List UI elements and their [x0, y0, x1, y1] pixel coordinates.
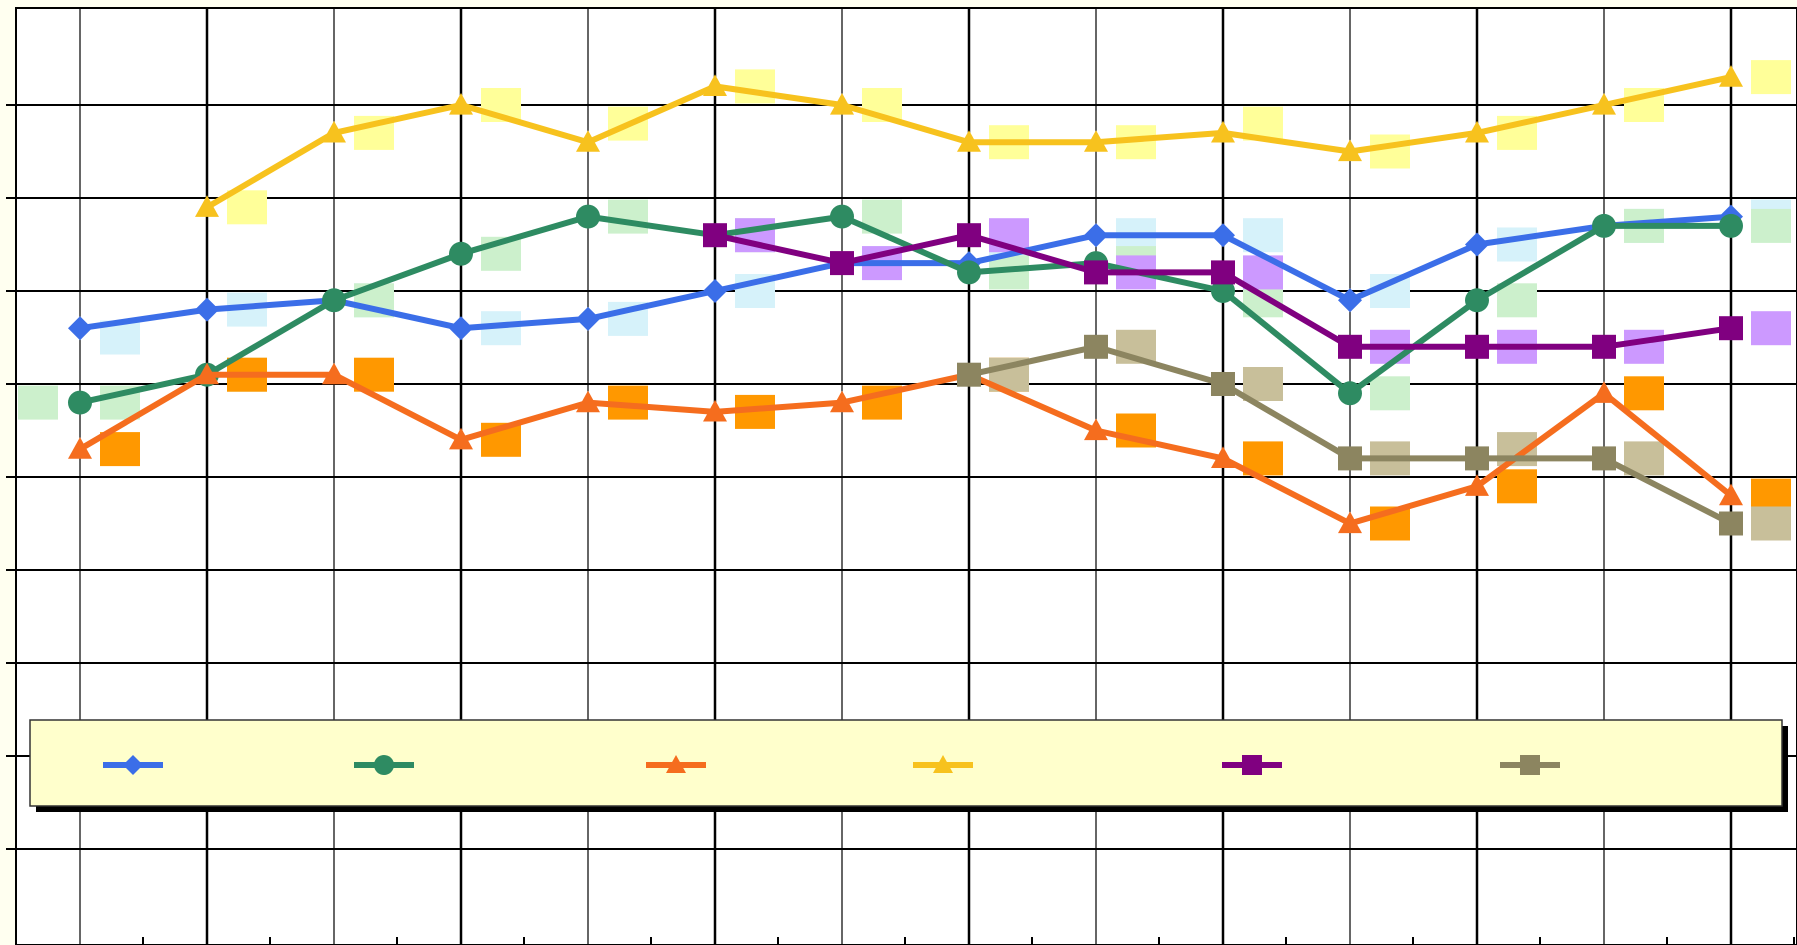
- data-point: [1084, 418, 1108, 441]
- data-point: [703, 223, 727, 248]
- data-point: [957, 362, 981, 387]
- data-point: [68, 390, 92, 415]
- data-point: [1465, 120, 1489, 143]
- data-point: [957, 223, 981, 248]
- data-point: [830, 93, 854, 115]
- echo-marker: [735, 69, 775, 104]
- data-point: [1338, 288, 1362, 313]
- data-point: [1338, 511, 1362, 534]
- data-point: [322, 288, 346, 313]
- data-point: [703, 74, 727, 96]
- data-point: [1719, 213, 1743, 238]
- data-point: [1211, 372, 1235, 396]
- data-point: [576, 306, 600, 331]
- data-point: [1719, 483, 1743, 506]
- data-point: [1338, 334, 1362, 359]
- echo-marker: [1751, 311, 1791, 346]
- data-point: [1465, 334, 1489, 359]
- echo-marker: [1497, 227, 1537, 262]
- data-point: [322, 362, 346, 385]
- echo-marker: [608, 199, 648, 234]
- data-point: [195, 195, 219, 217]
- echo-marker: [1751, 60, 1791, 95]
- legend-swatch-marker: [666, 755, 686, 773]
- data-point: [830, 251, 854, 276]
- legend-swatch-marker: [123, 755, 143, 775]
- data-point: [957, 260, 981, 285]
- data-point: [830, 204, 854, 229]
- data-point: [1592, 213, 1616, 238]
- data-point: [576, 130, 600, 152]
- series-line: [78, 371, 1733, 527]
- data-point: [1719, 65, 1743, 87]
- data-point: [1211, 120, 1235, 143]
- data-point: [830, 390, 854, 413]
- data-point: [449, 427, 473, 450]
- data-point: [1592, 381, 1616, 403]
- data-point: [1211, 260, 1235, 285]
- data-point: [957, 130, 981, 152]
- data-point: [1084, 130, 1108, 152]
- data-point: [1211, 223, 1235, 248]
- echo-marker: [1370, 134, 1410, 169]
- data-point: [1592, 334, 1616, 359]
- data-point: [1338, 381, 1362, 406]
- data-point: [449, 93, 473, 115]
- data-point: [68, 316, 92, 341]
- legend-box: [29, 719, 1783, 807]
- data-point: [1211, 279, 1235, 303]
- data-point: [703, 399, 727, 422]
- data-point: [1084, 260, 1108, 285]
- echo-marker: [1624, 376, 1664, 411]
- data-point: [1084, 223, 1108, 248]
- data-point: [1719, 511, 1743, 536]
- legend-swatch-marker: [1242, 755, 1262, 775]
- series-layer: [68, 65, 1743, 536]
- series-line: [79, 213, 1731, 406]
- echo-marker: [100, 432, 140, 467]
- echo-marker: [1243, 367, 1283, 401]
- data-point: [68, 437, 92, 459]
- data-point: [1592, 93, 1616, 115]
- echo-marker: [227, 190, 267, 225]
- echo-marker: [1497, 469, 1537, 504]
- data-point: [1719, 316, 1743, 341]
- data-point: [576, 390, 600, 413]
- series-line: [79, 213, 1732, 332]
- data-point: [449, 241, 473, 266]
- data-point: [1084, 334, 1108, 359]
- echo-marker: [1497, 283, 1537, 318]
- data-point: [1465, 288, 1489, 313]
- legend-swatch-marker: [933, 755, 953, 773]
- echo-marker: [1370, 376, 1410, 411]
- data-point: [195, 362, 219, 385]
- data-point: [322, 120, 346, 143]
- data-point: [703, 279, 727, 303]
- data-point: [1211, 446, 1235, 468]
- data-point: [1338, 446, 1362, 471]
- data-point: [1592, 446, 1616, 471]
- data-point: [449, 316, 473, 341]
- legend-swatch-marker: [374, 755, 394, 775]
- data-point: [1465, 232, 1489, 257]
- echo-marker: [1751, 208, 1791, 243]
- echo-marker: [18, 385, 58, 420]
- echo-marker: [1751, 506, 1791, 541]
- data-point: [1465, 474, 1489, 496]
- data-point: [1465, 446, 1489, 471]
- data-point: [1338, 139, 1362, 162]
- legend: [29, 719, 1788, 812]
- echo-marker: [1624, 329, 1664, 364]
- data-point: [576, 204, 600, 229]
- data-point: [195, 297, 219, 322]
- legend-swatch-marker: [1520, 755, 1540, 775]
